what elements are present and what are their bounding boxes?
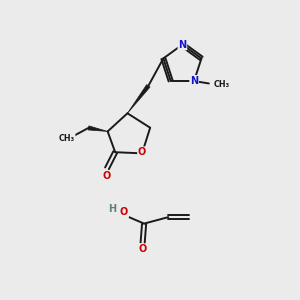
Polygon shape [88, 126, 108, 131]
Polygon shape [128, 85, 150, 113]
Text: O: O [103, 171, 111, 181]
Text: N: N [190, 76, 198, 86]
Text: CH₃: CH₃ [214, 80, 230, 89]
Text: N: N [178, 40, 187, 50]
Text: O: O [138, 147, 146, 157]
Text: O: O [120, 207, 128, 217]
Text: H: H [109, 204, 117, 214]
Text: CH₃: CH₃ [59, 134, 75, 143]
Text: O: O [139, 244, 147, 254]
